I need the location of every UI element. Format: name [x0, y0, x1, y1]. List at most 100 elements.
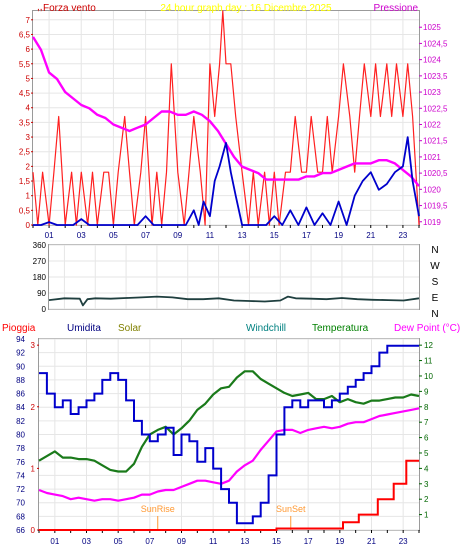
y-left-tick-label: 5,5	[19, 60, 31, 69]
sun-marker-label: SunSet	[276, 504, 306, 514]
x-tick-label: 07	[145, 537, 154, 546]
sun-marker-label: SunRise	[141, 504, 175, 514]
compass-label: E	[432, 293, 439, 304]
x-tick-label: 15	[272, 537, 281, 546]
y-right-tick-label: 6	[424, 434, 429, 443]
x-tick-label: 01	[50, 537, 59, 546]
y-right-tick-label: 1	[424, 511, 429, 520]
y-left-tick-label: 0,5	[19, 206, 31, 215]
x-tick-label: 23	[399, 537, 408, 546]
legend-label: Windchill	[246, 323, 286, 334]
wind-gust-series	[33, 136, 420, 226]
y-left-tick-label: 5	[26, 74, 31, 83]
y-left-tick-label: 4	[26, 104, 31, 113]
y-right-tick-label: 7	[424, 418, 429, 427]
y-right-tick-label: 1024	[423, 56, 441, 65]
y-right-tick-label: 2	[424, 495, 429, 504]
y-right-tick-label: 4	[424, 464, 429, 473]
y-right-tick-label: 10	[424, 372, 433, 381]
x-tick-label: 17	[302, 231, 311, 240]
wind-label-prefix: ,,	[37, 2, 43, 13]
x-tick-label: 07	[141, 231, 150, 240]
legend-label: Solar	[118, 323, 142, 334]
y-left-tick-label: 0	[26, 221, 31, 230]
x-tick-label: 01	[45, 231, 54, 240]
y-right-tick-label: 11	[424, 357, 433, 366]
wind-force-series	[32, 10, 420, 226]
x-tick-label: 05	[109, 231, 118, 240]
y-left-tick-label: 3	[26, 133, 31, 142]
x-tick-label: 11	[209, 537, 218, 546]
humidity-series	[39, 344, 419, 525]
y-right-tick-label: 1020,5	[423, 169, 448, 178]
y-tick-label: 90	[37, 289, 46, 298]
x-tick-label: 05	[114, 537, 123, 546]
x-tick-label: 09	[177, 537, 186, 546]
y-left-tick-label: 80	[16, 431, 25, 440]
y-left-tick-label: 78	[16, 444, 25, 453]
x-tick-label: 03	[77, 231, 86, 240]
y-left-tick-label: 6	[26, 45, 31, 54]
y-left-tick-label: 7	[26, 16, 31, 25]
x-tick-label: 19	[334, 231, 343, 240]
y-right-tick-label: 1023	[423, 88, 441, 97]
y-left-tick-label: 94	[16, 335, 25, 344]
y-left-tick-label: 70	[16, 499, 25, 508]
x-tick-label: 11	[206, 231, 215, 240]
y-right-tick-label: 1021,5	[423, 137, 448, 146]
compass-label: S	[432, 277, 439, 288]
y-left-tick-label: 66	[16, 526, 25, 535]
x-tick-label: 21	[366, 231, 375, 240]
y-right-tick-label: 1019	[423, 218, 441, 227]
y-left-tick-label: 6,5	[19, 30, 31, 39]
x-tick-label: 21	[367, 537, 376, 546]
y-tick-label: 180	[33, 273, 47, 282]
y-tick-label: 0	[42, 305, 47, 314]
y-right-tick-label: 9	[424, 387, 429, 396]
y-rain-tick-label: 2	[31, 403, 36, 412]
y-left-tick-label: 88	[16, 376, 25, 385]
x-tick-label: 03	[82, 537, 91, 546]
y-left-tick-label: 2	[26, 162, 31, 171]
y-right-tick-label: 1023,5	[423, 72, 448, 81]
y-rain-tick-label: 3	[31, 341, 36, 350]
y-left-tick-label: 82	[16, 417, 25, 426]
y-rain-tick-label: 0	[31, 526, 36, 535]
compass-label: W	[430, 261, 440, 272]
y-right-tick-label: 1022	[423, 120, 441, 129]
x-tick-label: 13	[240, 537, 249, 546]
y-left-tick-label: 68	[16, 512, 25, 521]
compass-label: N	[431, 245, 438, 256]
x-tick-label: 23	[398, 231, 407, 240]
x-tick-label: 15	[270, 231, 279, 240]
x-tick-label: 17	[304, 537, 313, 546]
compass-label: N	[431, 309, 438, 320]
wind-force-label: Forza vento	[43, 3, 96, 14]
chart-title: 24 hour graph day : 16 Dicembre 2025	[160, 3, 332, 14]
pressure-label: Pressione	[374, 3, 419, 14]
legend-label: Pioggia	[2, 323, 36, 334]
y-left-tick-label: 1	[26, 192, 31, 201]
y-rain-tick-label: 1	[31, 464, 36, 473]
y-right-tick-label: 3	[424, 480, 429, 489]
y-right-tick-label: 1019,5	[423, 202, 448, 211]
rain-series	[39, 459, 419, 531]
x-tick-label: 09	[173, 231, 182, 240]
y-right-tick-label: 8	[424, 403, 429, 412]
y-left-tick-label: 90	[16, 362, 25, 371]
y-left-tick-label: 86	[16, 390, 25, 399]
y-left-tick-label: 2,5	[19, 148, 31, 157]
legend-label: Dew Point (°C)	[394, 323, 460, 334]
y-tick-label: 270	[33, 257, 47, 266]
y-left-tick-label: 76	[16, 458, 25, 467]
y-right-tick-label: 5	[424, 449, 429, 458]
y-left-tick-label: 92	[16, 349, 25, 358]
x-tick-label: 19	[335, 537, 344, 546]
y-left-tick-label: 1,5	[19, 177, 31, 186]
legend-label: Temperatura	[312, 323, 369, 334]
x-tick-label: 13	[238, 231, 247, 240]
dew-point-series	[38, 407, 420, 502]
y-left-tick-label: 3,5	[19, 118, 31, 127]
